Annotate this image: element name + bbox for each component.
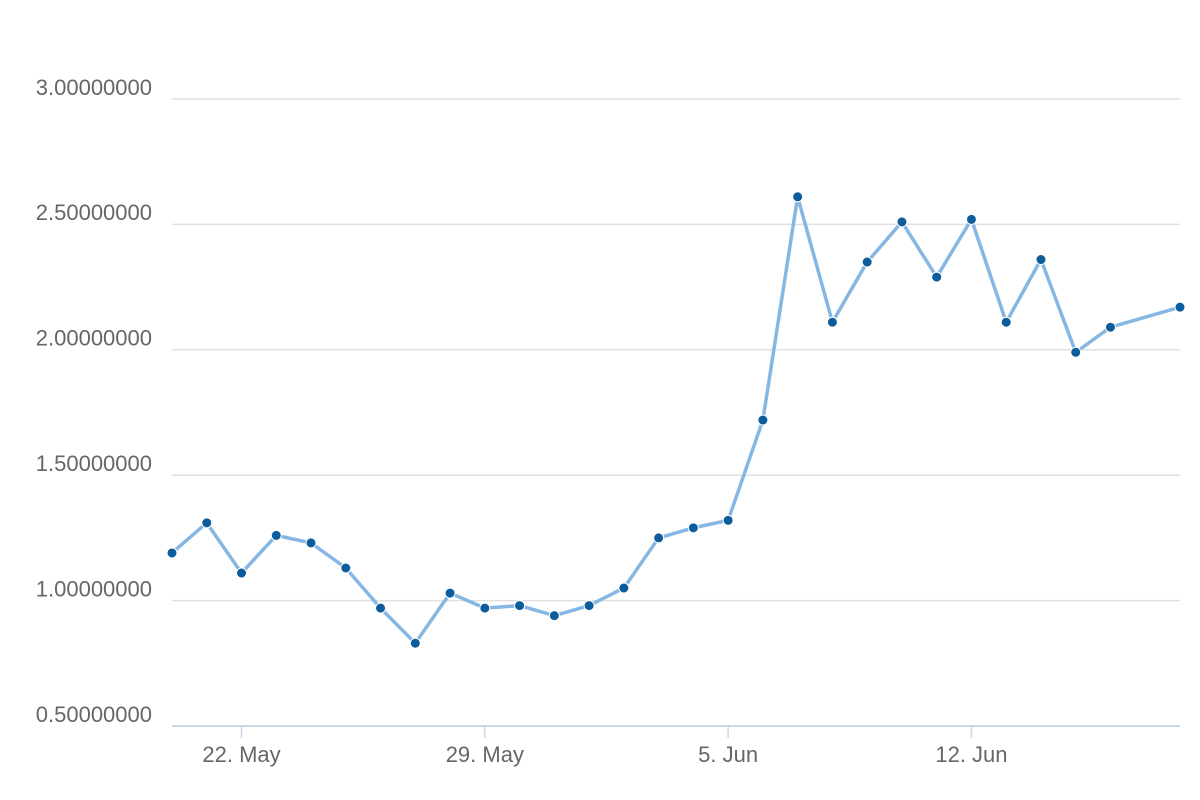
data-point <box>409 637 421 649</box>
y-tick-label: 1.00000000 <box>36 576 152 601</box>
data-point <box>931 271 943 283</box>
data-point <box>757 414 769 426</box>
x-tick-label: 12. Jun <box>935 742 1007 767</box>
data-point <box>1000 316 1012 328</box>
y-tick-label: 2.50000000 <box>36 200 152 225</box>
data-point <box>236 567 248 579</box>
data-point <box>1104 321 1116 333</box>
y-tick-label: 2.00000000 <box>36 326 152 351</box>
data-point <box>722 514 734 526</box>
data-point <box>1174 301 1186 313</box>
x-tick-label: 5. Jun <box>698 742 758 767</box>
data-point <box>965 213 977 225</box>
data-point <box>1070 346 1082 358</box>
y-tick-label: 1.50000000 <box>36 451 152 476</box>
data-point <box>826 316 838 328</box>
data-point <box>583 600 595 612</box>
data-point <box>270 529 282 541</box>
series-line <box>170 195 1181 645</box>
data-point <box>548 610 560 622</box>
data-point <box>687 522 699 534</box>
data-point <box>861 256 873 268</box>
data-point <box>201 517 213 529</box>
data-point <box>792 191 804 203</box>
y-tick-label: 3.00000000 <box>36 75 152 100</box>
data-point <box>444 587 456 599</box>
data-point <box>896 216 908 228</box>
data-point <box>166 547 178 559</box>
data-point <box>375 602 387 614</box>
data-point <box>479 602 491 614</box>
data-point <box>618 582 630 594</box>
y-tick-label: 0.50000000 <box>36 702 152 727</box>
data-point <box>340 562 352 574</box>
x-tick-label: 22. May <box>202 742 280 767</box>
x-tick-label: 29. May <box>446 742 524 767</box>
data-point <box>514 600 526 612</box>
data-point <box>305 537 317 549</box>
data-point <box>1035 254 1047 266</box>
data-point <box>653 532 665 544</box>
